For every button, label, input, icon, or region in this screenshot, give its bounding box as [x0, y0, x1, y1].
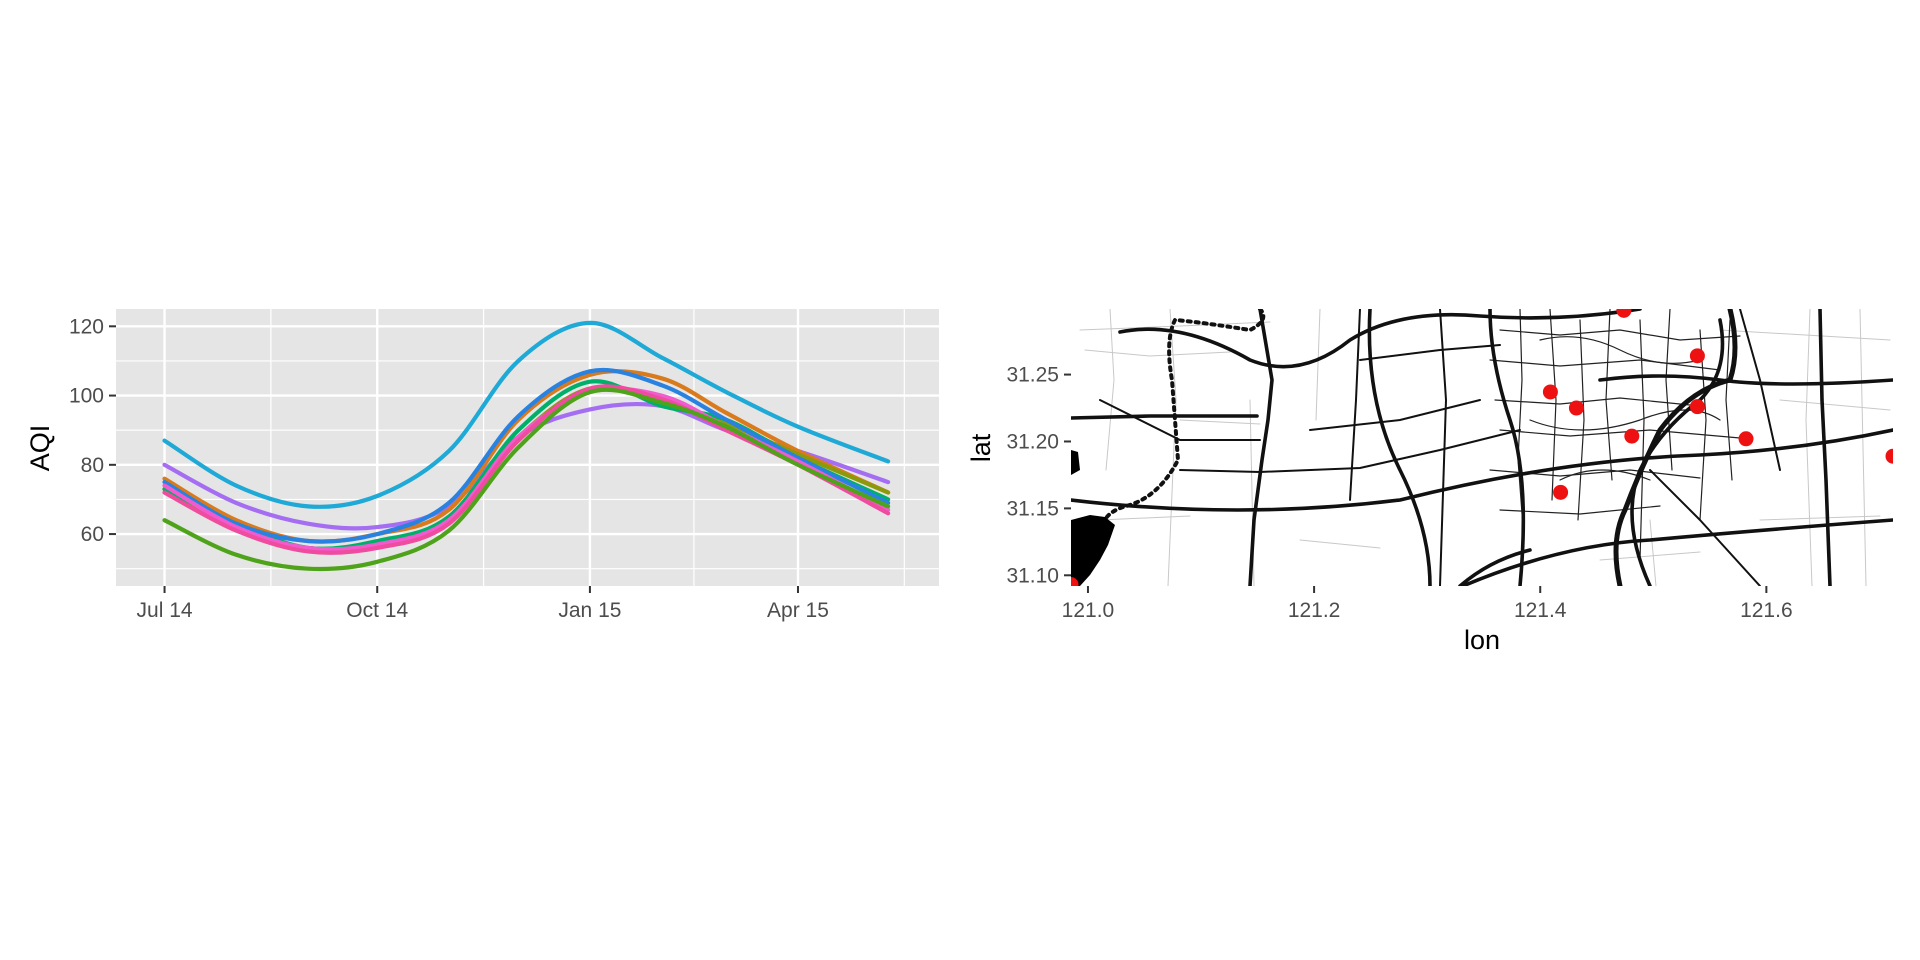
- map-x-tick-label: 121.6: [1740, 599, 1793, 622]
- map-y-tick-label: 31.10: [1006, 564, 1059, 587]
- map-y-tick-label: 31.25: [1006, 364, 1059, 387]
- line-series-9: [162, 387, 891, 572]
- line-x-tick-label: Jul 14: [137, 599, 193, 622]
- station-point: [1689, 348, 1705, 364]
- station-point: [1738, 431, 1754, 447]
- line-x-tick-label: Apr 15: [767, 599, 829, 622]
- station-point: [1568, 400, 1584, 416]
- station-points: [1071, 309, 1893, 586]
- line-y-tick-label: 80: [81, 454, 104, 477]
- map-x-tick-label: 121.4: [1514, 599, 1567, 622]
- map-x-tick-label: 121.0: [1062, 599, 1115, 622]
- map-x-tick-label: 121.2: [1288, 599, 1341, 622]
- line-series-group: [162, 320, 891, 572]
- station-point: [1689, 399, 1705, 415]
- station-point: [1071, 577, 1079, 586]
- line-series-6: [162, 367, 891, 544]
- line-y-tick-label: 60: [81, 523, 104, 546]
- aqi-line-chart: 60 80 100 120 Jul 14 Oct 14 Jan 15 Apr 15 AQI: [25, 309, 939, 622]
- map-roads: [1071, 309, 1893, 586]
- lake-shape: [1071, 515, 1115, 586]
- line-y-tick-label: 120: [69, 315, 104, 338]
- station-point: [1542, 384, 1558, 400]
- station-point: [1624, 428, 1640, 444]
- map-x-axis-title: lon: [1464, 625, 1500, 655]
- map-x-axis: 121.0 121.2 121.4 121.6: [1062, 586, 1793, 622]
- line-x-tick-label: Oct 14: [346, 599, 408, 622]
- map-background: [1071, 309, 1893, 586]
- line-x-axis: Jul 14 Oct 14 Jan 15 Apr 15: [137, 586, 829, 622]
- line-y-tick-label: 100: [69, 385, 104, 408]
- line-x-tick-label: Jan 15: [558, 599, 621, 622]
- map-y-tick-label: 31.20: [1006, 430, 1059, 453]
- line-y-axis: 60 80 100 120: [69, 315, 116, 546]
- station-point: [1616, 309, 1632, 318]
- station-point: [1885, 448, 1893, 464]
- lake-shape-small: [1071, 450, 1080, 475]
- station-point: [1553, 484, 1569, 500]
- map-y-tick-label: 31.15: [1006, 497, 1059, 520]
- line-series-1: [162, 320, 891, 509]
- line-y-axis-title: AQI: [25, 425, 55, 472]
- map-y-axis: 31.10 31.15 31.20 31.25: [1006, 364, 1071, 587]
- map-y-axis-title: lat: [966, 433, 996, 462]
